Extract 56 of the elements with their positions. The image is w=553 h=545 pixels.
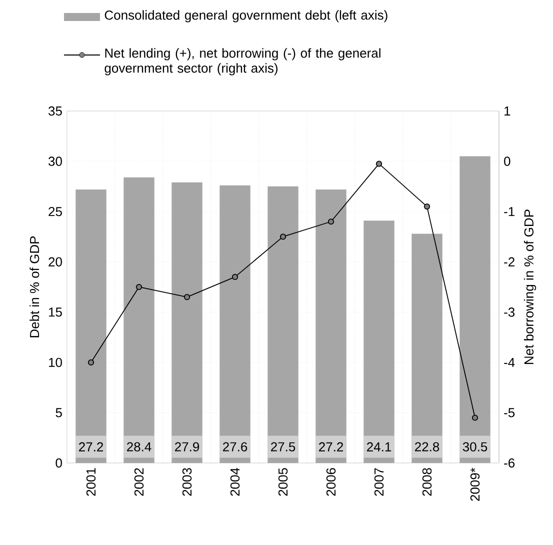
y2-tick-label: 0 — [504, 156, 510, 166]
x-tick-label: 2007 — [374, 468, 384, 496]
x-tick-label: 2001 — [86, 468, 96, 496]
point — [280, 234, 286, 240]
y2-tick-label: -6 — [504, 458, 515, 468]
point — [232, 274, 238, 280]
x-tick-label: 2006 — [326, 468, 336, 496]
x-tick-label: 2008 — [422, 468, 432, 496]
data-label: 24.1 — [367, 442, 392, 452]
bar — [412, 234, 442, 463]
x-tick-label: 2004 — [230, 468, 240, 496]
y-tick-label: 0 — [56, 458, 62, 468]
data-label: 27.2 — [79, 442, 103, 452]
y2-tick-label: -4 — [504, 358, 515, 367]
data-label: 27.5 — [271, 442, 296, 452]
bar — [268, 186, 298, 463]
y-tick-label: 10 — [48, 358, 62, 368]
point — [88, 359, 94, 366]
point — [424, 203, 430, 210]
legend-label: Net lending (+), net borrowing (-) of the general government sector (right axis) — [104, 48, 380, 76]
legend-label: Consolidated general government debt (left axis) — [104, 10, 388, 22]
y2-tick-label: 1 — [504, 106, 510, 116]
y-tick-label: 30 — [48, 156, 62, 166]
point — [472, 414, 478, 421]
bar — [364, 220, 394, 463]
bar — [460, 156, 490, 463]
bar — [172, 182, 202, 463]
y2-tick-label: -3 — [504, 308, 515, 317]
data-label: 30.5 — [462, 442, 488, 452]
y-tick-label: 25 — [48, 206, 62, 216]
data-label: 27.6 — [223, 442, 248, 452]
point — [328, 218, 334, 225]
point — [184, 294, 190, 300]
point — [136, 284, 142, 290]
x-tick-label: 2005 — [278, 468, 288, 496]
data-label: 27.2 — [319, 442, 343, 452]
y2-axis-title: Net borrowing in % of GDP — [524, 210, 536, 364]
point — [376, 160, 382, 167]
bar — [316, 189, 346, 463]
data-label: 28.4 — [127, 442, 152, 452]
y2-tick-label: -2 — [504, 257, 514, 266]
y-axis-title: Debt in % of GDP — [30, 236, 40, 338]
data-label: 22.8 — [415, 442, 440, 452]
x-tick-label: 2002 — [134, 468, 144, 496]
y-tick-label: 35 — [48, 106, 62, 116]
bar — [76, 189, 106, 463]
bar — [124, 177, 154, 463]
y-tick-label: 5 — [56, 408, 62, 418]
y-tick-label: 15 — [48, 308, 62, 317]
data-label: 27.9 — [175, 442, 200, 452]
x-tick-label: 2003 — [182, 468, 192, 496]
y2-tick-label: -5 — [504, 408, 515, 418]
y-tick-label: 20 — [48, 257, 62, 266]
x-tick-label: 2009* — [470, 468, 480, 501]
bar — [220, 185, 250, 463]
y2-tick-label: -1 — [504, 207, 514, 216]
